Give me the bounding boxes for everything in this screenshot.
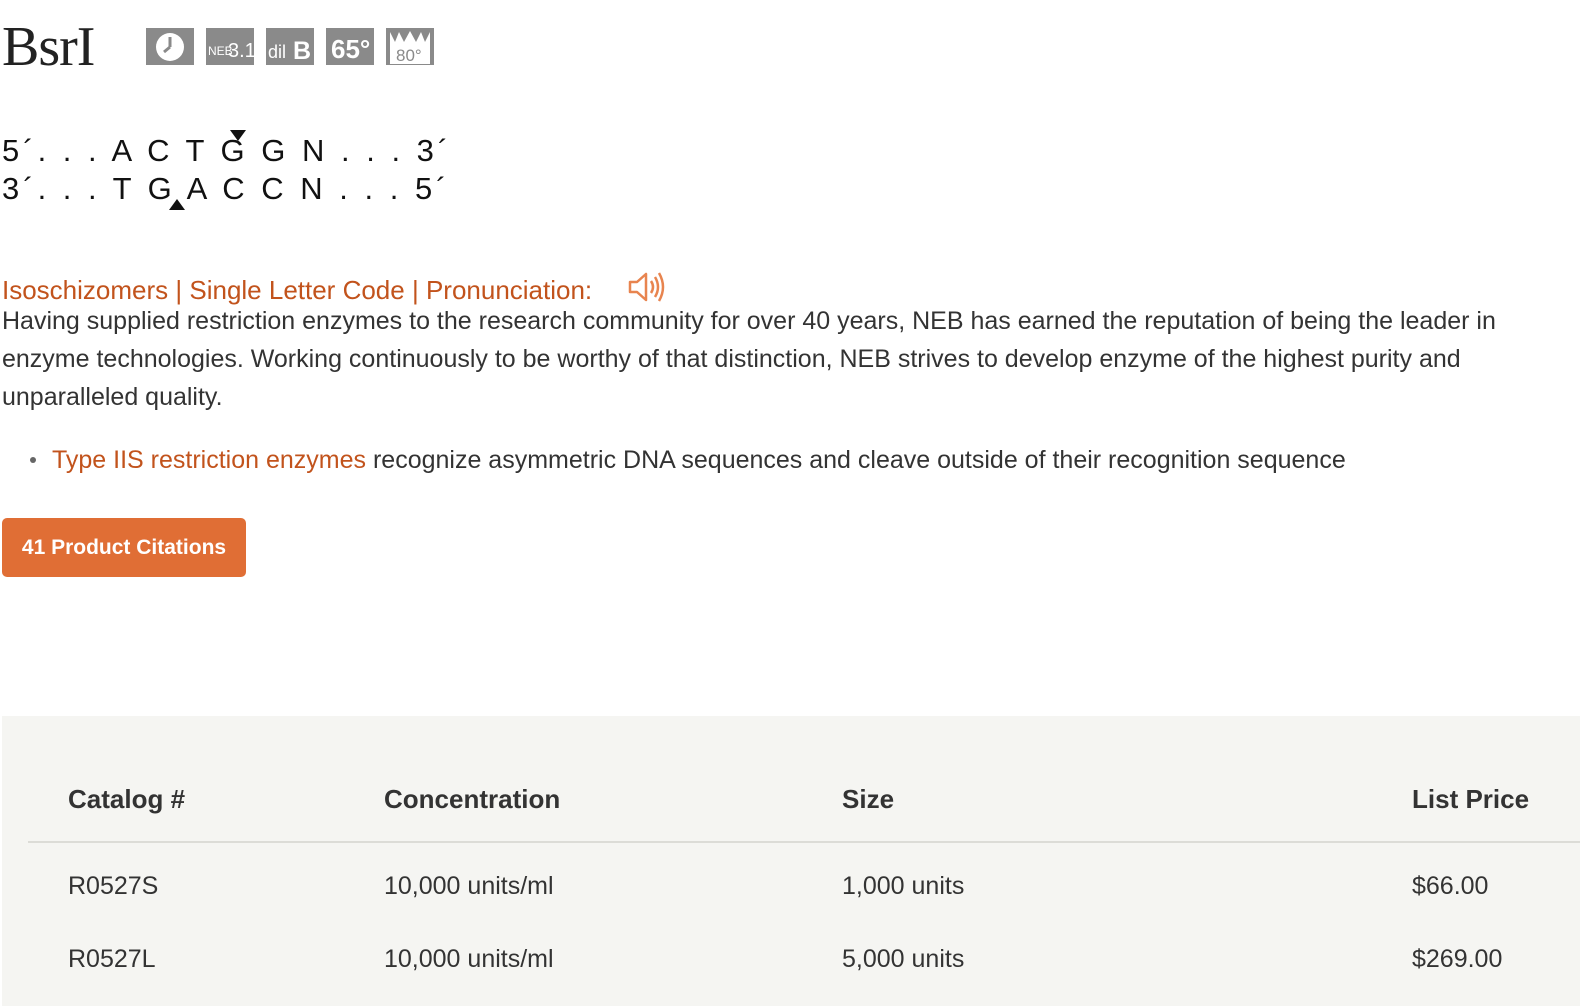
cut-site-top-marker — [230, 130, 246, 141]
pronunciation-label: Pronunciation: — [425, 275, 593, 305]
time-saver-clock-icon[interactable] — [146, 28, 194, 65]
diluent-b-icon[interactable]: dil B — [266, 28, 314, 65]
type-iis-link[interactable]: Type IIS restriction enzymes — [52, 446, 367, 474]
link-separator: | — [404, 275, 426, 305]
product-title: BsrI — [2, 16, 95, 78]
size-cell: 1,000 units — [842, 872, 965, 900]
recognition-sequence-bottom-strand: 3´. . . T G A C C N . . . 5´ — [2, 171, 451, 206]
badge-neb-prefix: NEB — [208, 44, 233, 58]
badge-inactivation-temp: 80° — [396, 46, 422, 65]
badge-incubation-temp: 65° — [331, 34, 370, 64]
bullet-dot — [30, 457, 36, 463]
badge-dil-prefix: dil — [268, 42, 286, 62]
pricing-table — [2, 716, 1580, 1006]
enzyme-info-links: Isoschizomers | Single Letter Code | Pro… — [2, 238, 669, 343]
cut-site-bottom-marker — [169, 199, 185, 210]
list-price-cell: $66.00 — [1412, 872, 1489, 900]
badge-dil-value: B — [293, 37, 311, 65]
catalog-number-cell: R0527S — [68, 872, 159, 900]
speaker-icon[interactable] — [598, 238, 669, 343]
column-header-concentration: Concentration — [384, 784, 561, 814]
bullet-text: recognize asymmetric DNA sequences and c… — [366, 446, 1346, 474]
single-letter-code-link[interactable]: Single Letter Code — [189, 275, 405, 305]
recognition-sequence-top-strand: 5´. . . A C T G G N . . . 3´ — [2, 133, 453, 168]
list-price-cell: $269.00 — [1412, 945, 1503, 973]
incubation-temperature-icon[interactable]: 65° — [326, 28, 374, 65]
link-separator: | — [168, 275, 190, 305]
concentration-cell: 10,000 units/ml — [384, 945, 554, 973]
column-header-catalog: Catalog # — [68, 784, 186, 814]
isoschizomers-link[interactable]: Isoschizomers — [2, 275, 169, 305]
size-cell: 5,000 units — [842, 945, 965, 973]
column-header-size: Size — [842, 784, 895, 814]
table-header-divider — [28, 841, 1580, 843]
product-description: Having supplied restriction enzymes to t… — [2, 307, 1496, 411]
concentration-cell: 10,000 units/ml — [384, 872, 554, 900]
heat-inactivation-icon[interactable]: 80° — [386, 28, 434, 65]
catalog-number-cell: R0527L — [68, 945, 156, 973]
product-badges: NEB 3.1 dil B 65° 80° — [146, 28, 434, 65]
column-header-list-price: List Price — [1412, 784, 1530, 814]
product-citations-button[interactable]: 41 Product Citations — [2, 518, 246, 577]
feature-bullet: Type IIS restriction enzymes recognize a… — [30, 441, 1346, 479]
badge-neb-value: 3.1 — [228, 40, 254, 62]
neb-buffer-3-1-icon[interactable]: NEB 3.1 — [206, 28, 254, 65]
